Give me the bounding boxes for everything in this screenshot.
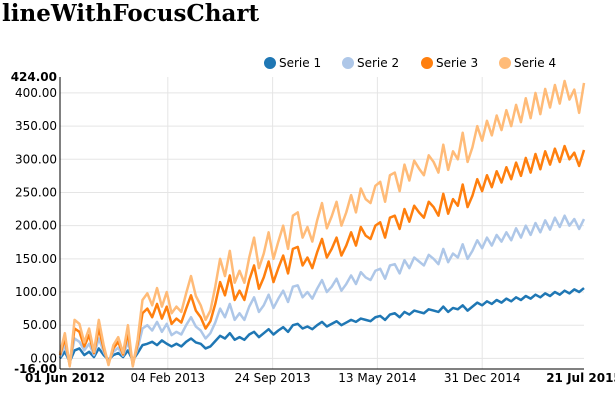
- legend-label: Serie 3: [436, 56, 478, 70]
- y-tick-label: 300.00: [15, 152, 57, 166]
- y-tick-label: 100.00: [15, 285, 57, 299]
- legend: Serie 1 Serie 2 Serie 3 Serie 4: [264, 56, 557, 70]
- y-tick-label: -16.00: [14, 362, 57, 376]
- legend-item-2[interactable]: Serie 2: [342, 56, 400, 70]
- legend-item-1[interactable]: Serie 1: [264, 56, 322, 70]
- series-line-2: [58, 214, 586, 365]
- y-tick-label: 250.00: [15, 185, 57, 199]
- legend-label: Serie 1: [279, 56, 321, 70]
- legend-item-4[interactable]: Serie 4: [499, 56, 557, 70]
- y-tick-label: 350.00: [15, 119, 57, 133]
- legend-marker: [499, 57, 511, 69]
- legend-item-3[interactable]: Serie 3: [421, 56, 479, 70]
- legend-marker: [421, 57, 433, 69]
- series-lines: [58, 79, 586, 368]
- legend-marker: [264, 57, 276, 69]
- x-tick-label: 31 Dec 2014: [444, 371, 521, 385]
- page-title: lineWithFocusChart: [2, 0, 260, 27]
- legend-marker: [342, 57, 354, 69]
- x-tick-label: 13 May 2014: [338, 371, 416, 385]
- y-tick-label: 50.00: [23, 318, 57, 332]
- axes: [59, 77, 584, 370]
- legend-label: Serie 2: [357, 56, 399, 70]
- y-tick-label: 424.00: [11, 70, 57, 84]
- x-tick-label: 21 Jul 2015: [546, 371, 615, 385]
- x-axis-labels: 01 Jun 2012 04 Feb 2013 24 Sep 2013 13 May …: [25, 371, 615, 385]
- x-tick-label: 04 Feb 2013: [130, 371, 205, 385]
- y-tick-label: 200.00: [15, 219, 57, 233]
- x-tick-label: 01 Jun 2012: [25, 371, 105, 385]
- series-line-4: [58, 79, 586, 368]
- y-tick-label: 150.00: [15, 252, 57, 266]
- series-line-1: [58, 287, 585, 363]
- y-tick-label: 400.00: [15, 86, 57, 100]
- y-axis-labels: 424.00 400.00 350.00 300.00 250.00 200.00 150.…: [11, 70, 57, 376]
- y-tick-label: 0.00: [30, 351, 57, 365]
- series-line-3: [58, 144, 586, 367]
- legend-label: Serie 4: [514, 56, 556, 70]
- x-tick-label: 24 Sep 2013: [235, 371, 311, 385]
